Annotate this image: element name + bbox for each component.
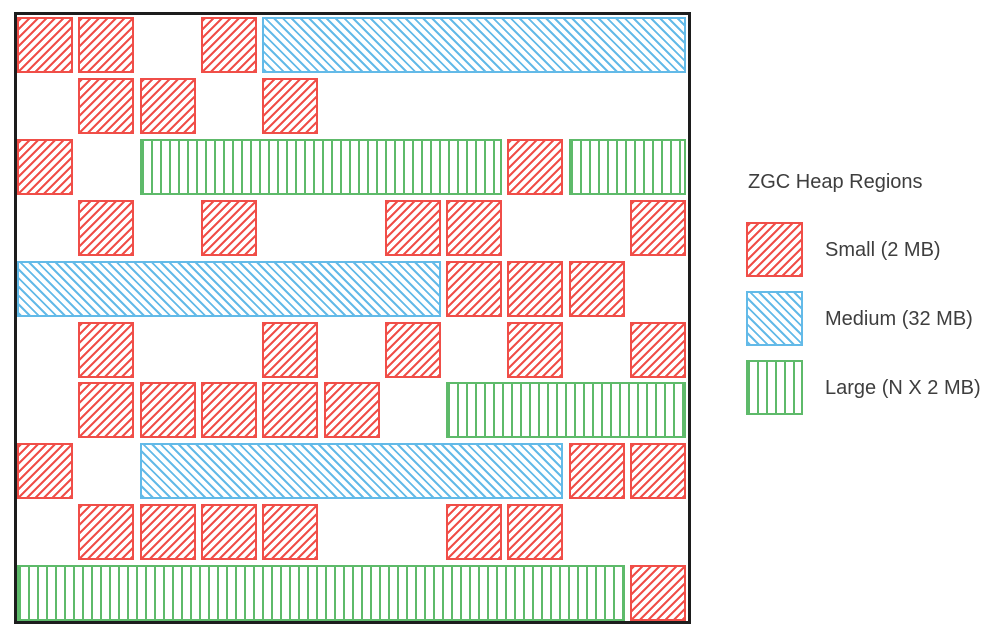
legend-item-medium: Medium (32 MB)	[746, 291, 996, 346]
heap-region-small	[78, 504, 135, 561]
heap-region-large	[17, 565, 625, 622]
heap-region-small	[630, 443, 686, 500]
legend-item-large: Large (N X 2 MB)	[746, 360, 996, 415]
heap-region-small	[262, 77, 319, 134]
legend: ZGC Heap Regions Small (2 MB) Medium (32…	[746, 172, 996, 415]
heap-region-small	[384, 199, 441, 256]
heap-region-small	[446, 260, 503, 317]
heap-region-small	[630, 321, 686, 378]
heap-region-medium	[262, 17, 686, 73]
heap-region-small	[78, 382, 135, 439]
heap-region-small	[200, 382, 257, 439]
heap-region-medium	[17, 260, 441, 317]
heap-region-large	[139, 138, 503, 195]
heap-region-small	[200, 199, 257, 256]
heap-region-small	[17, 138, 73, 195]
heap-region-small	[200, 17, 257, 73]
heap-region-small	[262, 504, 319, 561]
heap-region-small	[446, 504, 503, 561]
heap-region-large	[568, 138, 686, 195]
legend-title: ZGC Heap Regions	[748, 171, 923, 193]
heap-region-small	[78, 17, 135, 73]
heap-region-small	[139, 77, 196, 134]
heap-region-small	[507, 321, 564, 378]
legend-item-small: Small (2 MB)	[746, 222, 996, 277]
heap-region-small	[78, 199, 135, 256]
heap-region-small	[323, 382, 380, 439]
heap-region-small	[507, 504, 564, 561]
legend-items: Small (2 MB) Medium (32 MB) Large (N X 2…	[746, 222, 996, 415]
heap-region-medium	[139, 443, 564, 500]
heap-region-small	[139, 504, 196, 561]
heap-regions-box	[14, 12, 691, 624]
heap-region-small	[262, 321, 319, 378]
heap-region-small	[200, 504, 257, 561]
heap-region-small	[139, 382, 196, 439]
heap-region-large	[446, 382, 686, 439]
legend-label-large: Large (N X 2 MB)	[825, 376, 981, 399]
heap-region-small	[630, 565, 686, 622]
heap-region-small	[568, 260, 625, 317]
legend-swatch-medium	[746, 291, 803, 346]
legend-swatch-small	[746, 222, 803, 277]
heap-region-small	[78, 321, 135, 378]
heap-region-small	[507, 260, 564, 317]
heap-region-small	[446, 199, 503, 256]
heap-region-small	[568, 443, 625, 500]
heap-region-small	[630, 199, 686, 256]
heap-region-small	[384, 321, 441, 378]
legend-label-small: Small (2 MB)	[825, 238, 941, 261]
heap-region-small	[78, 77, 135, 134]
heap-region-small	[17, 17, 73, 73]
heap-region-small	[507, 138, 564, 195]
heap-region-small	[17, 443, 73, 500]
heap-region-small	[262, 382, 319, 439]
legend-label-medium: Medium (32 MB)	[825, 307, 973, 330]
legend-swatch-large	[746, 360, 803, 415]
